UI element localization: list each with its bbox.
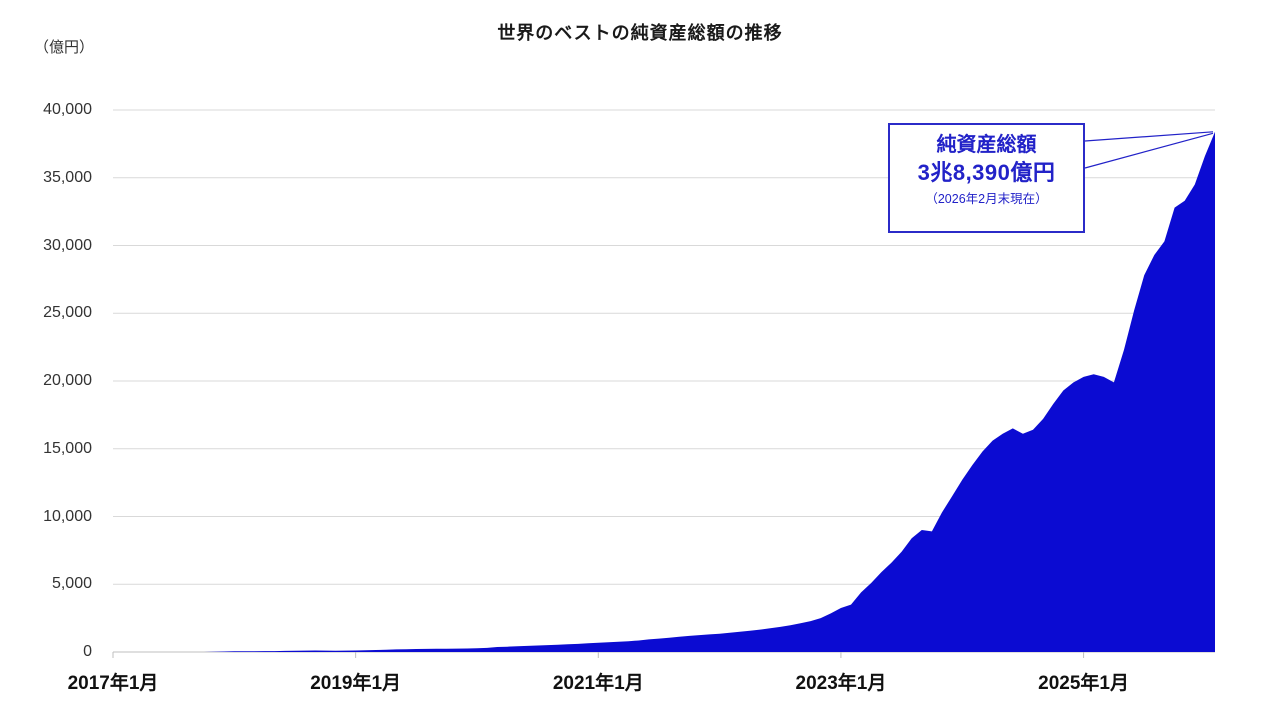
- y-axis-tick-label: 40,000: [43, 101, 92, 118]
- y-axis-tick-label: 15,000: [43, 439, 92, 457]
- annotation-callout-box: 純資産総額 3兆8,390億円 （2026年2月末現在）: [888, 123, 1085, 233]
- chart-title: 世界のベストの純資産総額の推移: [497, 23, 783, 43]
- annotation-title: 純資産総額: [936, 134, 1037, 156]
- y-axis-tick-label: 25,000: [43, 304, 92, 322]
- y-axis-tick-label: 5,000: [51, 575, 92, 593]
- y-axis-tick-label: 30,000: [43, 236, 92, 254]
- annotation-value: 3兆8,390億円: [917, 160, 1056, 185]
- callout-leader-line: [1084, 131, 1214, 142]
- y-axis-tick-label: 35,000: [43, 168, 92, 186]
- y-axis-tick-label: 20,000: [43, 372, 92, 389]
- x-axis-tick-label: 2019年1月: [310, 673, 402, 694]
- x-axis-tick-label: 2017年1月: [67, 673, 159, 694]
- y-axis-tick-label: 0: [83, 643, 92, 660]
- annotation-asof-date: （2026年2月末現在）: [925, 192, 1048, 206]
- y-axis-tick-label: 10,000: [43, 507, 92, 525]
- net-assets-area-series: [113, 131, 1215, 653]
- x-axis-tick-label: 2021年1月: [552, 673, 644, 694]
- x-axis-tick-label: 2025年1月: [1038, 673, 1129, 694]
- y-axis-unit-label: （億円）: [34, 39, 95, 56]
- callout-leader-line: [1084, 132, 1214, 169]
- x-axis-tick-label: 2023年1月: [795, 673, 887, 694]
